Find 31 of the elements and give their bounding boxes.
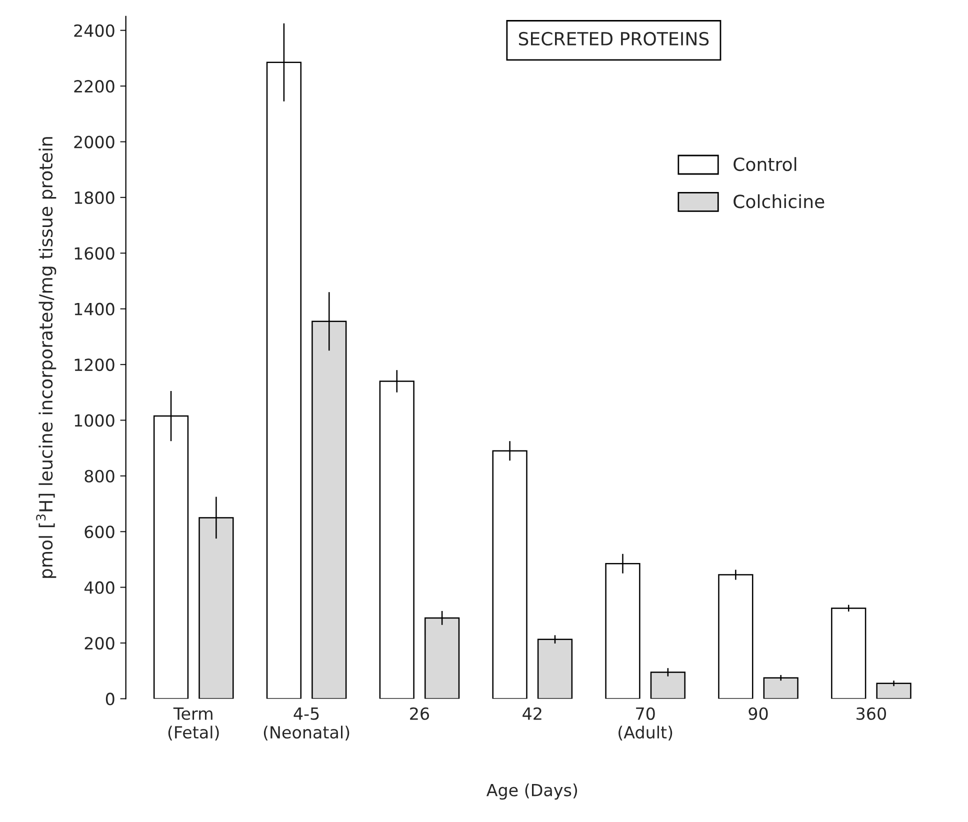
y-tick-label: 1400 xyxy=(74,302,114,316)
y-tick-label: 400 xyxy=(84,581,114,594)
y-tick-label: 1600 xyxy=(74,247,114,260)
bar xyxy=(831,608,866,699)
legend-label: Colchicine xyxy=(734,194,824,208)
bar xyxy=(537,638,573,699)
x-tick-label: 26 xyxy=(410,707,430,720)
x-tick-label: 360 xyxy=(856,707,886,720)
y-tick-label: 0 xyxy=(106,692,114,706)
y-tick-label: 2200 xyxy=(74,80,114,93)
x-tick-label: 42 xyxy=(522,707,542,720)
y-tick-label: 1200 xyxy=(74,358,114,372)
x-tick-label: 70 (Adult) xyxy=(618,707,672,741)
x-tick-label: 4-5 (Neonatal) xyxy=(264,708,350,741)
bar xyxy=(763,677,798,699)
bar xyxy=(718,574,754,699)
x-axis-title: Age (Days) xyxy=(486,784,578,800)
y-tick-label: 2000 xyxy=(74,136,114,148)
y-axis-title: pmol [$^{3}$H] leucine incorporated/mg tissue protein xyxy=(36,137,56,578)
legend-label: Control xyxy=(734,157,796,172)
text: SECRETED PROTEINS xyxy=(518,32,709,46)
y-tick-label: 800 xyxy=(84,470,114,482)
y-tick-label: 2400 xyxy=(74,24,114,37)
y-tick-label: 200 xyxy=(84,636,114,650)
y-tick-label: 1000 xyxy=(74,414,114,427)
bar xyxy=(876,682,912,699)
x-tick-label: Term (Fetal) xyxy=(168,708,219,741)
bar xyxy=(650,672,686,699)
y-tick-label: 1800 xyxy=(74,191,114,204)
x-tick-label: 90 xyxy=(748,707,768,720)
y-tick-label: 600 xyxy=(84,526,114,538)
